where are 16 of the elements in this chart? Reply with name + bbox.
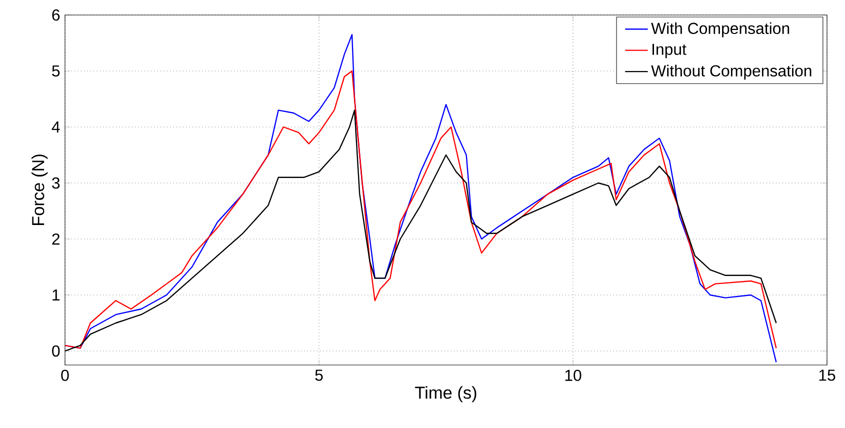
y-tick-label: 1 bbox=[52, 290, 60, 300]
x-tick-label: 15 bbox=[819, 370, 836, 381]
x-tick-label: 5 bbox=[315, 370, 323, 381]
y-tick-label: 0 bbox=[52, 345, 60, 357]
legend-label: Without Compensation bbox=[651, 64, 812, 80]
y-tick-label: 2 bbox=[52, 233, 60, 245]
x-tick-label: 0 bbox=[61, 370, 69, 381]
y-tick-label: 5 bbox=[52, 65, 60, 77]
y-tick-label: 3 bbox=[52, 177, 60, 189]
y-tick-label: 4 bbox=[52, 122, 60, 132]
legend-label: With Compensation bbox=[651, 22, 790, 38]
x-tick-label: 10 bbox=[565, 370, 582, 381]
x-axis-title: Time (s) bbox=[415, 386, 476, 402]
y-tick-label: 6 bbox=[52, 9, 60, 21]
legend-label: Input bbox=[652, 44, 686, 58]
y-axis-title: Force (N) bbox=[32, 154, 48, 226]
